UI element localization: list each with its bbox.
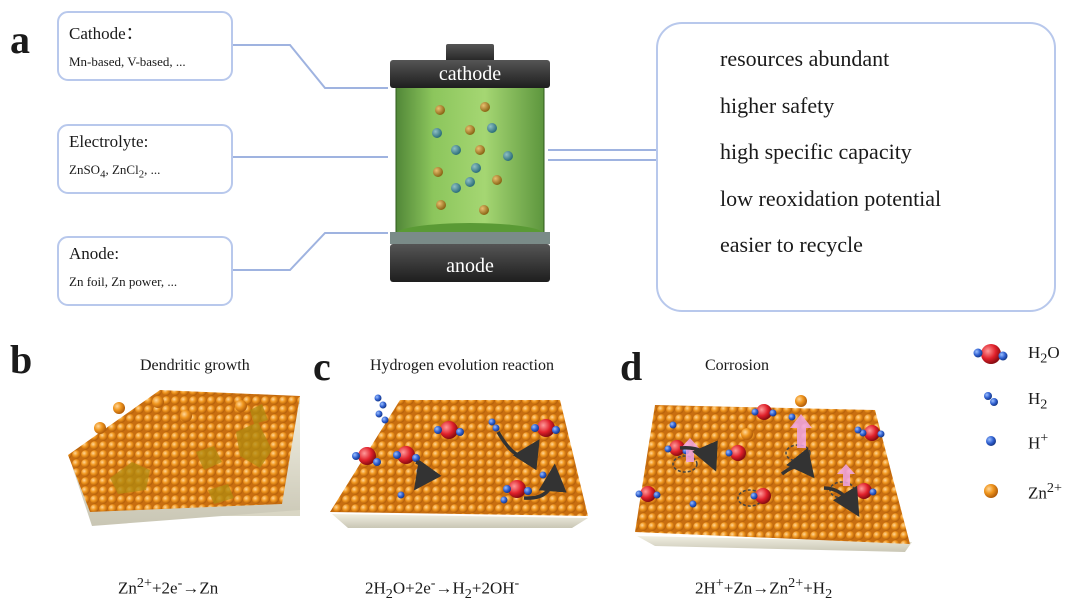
panel-letter-c: c: [313, 344, 331, 389]
panel-letter-d: d: [620, 344, 643, 389]
corrosion-particles-d: [635, 395, 885, 508]
panel-letter-a: a: [10, 17, 30, 62]
dendrite-clusters: [110, 404, 272, 504]
panel-d-title: Corrosion: [705, 357, 769, 374]
zinc-surface-b: [68, 390, 300, 526]
proton-icon: [986, 436, 996, 446]
cathode-box: Cathode： Mn-based, V-based, ...: [57, 11, 233, 81]
electrolyte-ions: [432, 102, 513, 215]
advantage-item: easier to recycle: [720, 232, 863, 257]
legend-label-proton: H+: [1028, 430, 1049, 453]
advantage-item: low reoxidation potential: [720, 185, 942, 211]
reaction-arrows-c: [413, 431, 567, 500]
legend-icons: [973, 344, 1008, 498]
electrolyte-box: Electrolyte: ZnSO4, ZnCl2, ...: [57, 124, 233, 194]
panel-b-equation: Zn2++2e-→Zn: [118, 575, 219, 598]
anode-box: Anode: Zn foil, Zn power, ...: [57, 236, 233, 306]
electrolyte-box-subtitle: ZnSO4, ZnCl2, ...: [69, 162, 161, 181]
advantages-box: resources abundant higher safety high sp…: [656, 22, 1056, 312]
battery-illustration: [390, 44, 550, 282]
advantage-item: high specific capacity: [720, 139, 912, 164]
panel-c-title: Hydrogen evolution reaction: [370, 357, 554, 374]
reaction-arrows-d: [679, 440, 860, 518]
anode-box-title: Anode:: [69, 244, 120, 263]
water-molecules-c: [352, 419, 560, 498]
legend-label-water: H2O: [1028, 343, 1060, 367]
panel-letter-b: b: [10, 337, 33, 382]
electrolyte-box-title: Electrolyte:: [69, 132, 149, 151]
panel-c-equation: 2H2O+2e-→H2+2OH-: [365, 575, 520, 603]
legend-label-zinc: Zn2+: [1028, 480, 1062, 503]
anode-box-subtitle: Zn foil, Zn power, ...: [69, 274, 178, 289]
panel-d-equation: 2H++Zn→Zn2++H2: [695, 575, 833, 603]
battery-cathode-cap: [390, 60, 550, 88]
panel-b-title: Dendritic growth: [140, 357, 250, 374]
battery-terminal: [446, 44, 494, 64]
connector-lines: [233, 44, 656, 271]
hydrogen-molecule-icon: [984, 392, 998, 406]
battery-cathode-label: cathode: [438, 63, 502, 85]
zinc-ion-icon: [984, 484, 998, 498]
advantage-item: resources abundant: [720, 46, 890, 71]
battery-anode-label: anode: [446, 255, 494, 277]
legend-label-hydrogen: H2: [1028, 389, 1048, 413]
water-molecule-icon: [973, 344, 1008, 364]
cathode-box-title: Cathode：: [69, 24, 143, 43]
cathode-box-subtitle: Mn-based, V-based, ...: [69, 54, 186, 69]
zinc-ions-b: [94, 396, 247, 434]
advantage-item: higher safety: [720, 92, 835, 118]
battery-anode-cap: [390, 244, 550, 282]
